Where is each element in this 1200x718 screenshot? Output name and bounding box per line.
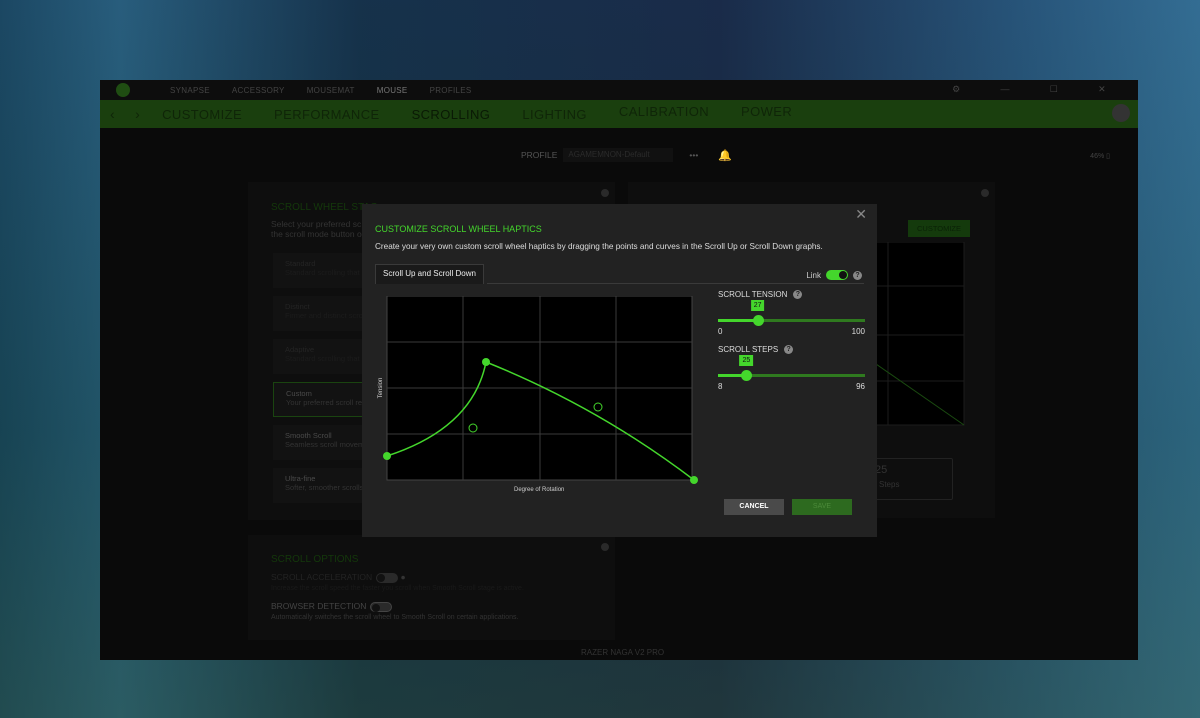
info-icon[interactable]: ● (400, 572, 406, 582)
mode-standard[interactable]: Standard Standard scrolling that a (273, 253, 373, 288)
tension-value: 27 (750, 300, 765, 311)
tab-power[interactable]: POWER (741, 103, 793, 119)
avatar[interactable] (1112, 104, 1130, 122)
dialog-description: Create your very own custom scroll wheel… (375, 242, 823, 251)
steps-max: 96 (856, 382, 865, 391)
nav-mouse[interactable]: MOUSE (376, 85, 408, 95)
close-icon[interactable]: ✕ (855, 206, 867, 222)
browser-detection-desc: Automatically switches the scroll wheel … (271, 614, 519, 621)
steps-summary: 25 l Steps (868, 458, 953, 500)
browser-detection-label: BROWSER DETECTION (271, 601, 393, 612)
haptics-graph: Tension Degree of Rotation (378, 296, 698, 493)
tab-customize[interactable]: CUSTOMIZE (162, 106, 243, 122)
scroll-options-title: SCROLL OPTIONS (271, 554, 359, 565)
scroll-acceleration-desc: Increase the scroll speed the faster you… (271, 585, 524, 592)
profile-select[interactable]: AGAMEMNON-Default (563, 148, 674, 162)
tab-performance[interactable]: PERFORMANCE (274, 106, 380, 122)
device-name: RAZER NAGA V2 PRO (581, 648, 665, 657)
mode-smooth-scroll[interactable]: Smooth Scroll Seamless scroll movem (273, 425, 373, 460)
x-axis-label: Degree of Rotation (514, 487, 564, 493)
curve-point[interactable] (690, 476, 698, 484)
control-handle[interactable] (468, 423, 478, 433)
nav-profiles[interactable]: PROFILES (429, 85, 472, 95)
curve-point[interactable] (482, 358, 490, 366)
steps-min: 8 (718, 382, 723, 391)
scroll-steps-slider[interactable]: SCROLL STEPS? 25 8 96 (718, 345, 865, 391)
dialog-title: CUSTOMIZE SCROLL WHEEL HAPTICS (375, 224, 542, 234)
top-nav: SYNAPSE ACCESSORY MOUSEMAT MOUSE PROFILE… (100, 80, 1138, 100)
link-label: Link (806, 270, 821, 280)
scroll-acceleration-toggle[interactable] (376, 572, 399, 583)
battery-status: 46% ▯ (1090, 152, 1110, 160)
steps-label: SCROLL STEPS (718, 345, 779, 354)
mode-distinct[interactable]: Distinct Firmer and distinct scro (273, 296, 373, 331)
y-axis-label: Tension (378, 378, 384, 399)
steps-value: 25 (739, 355, 754, 366)
steps-summary-value: 25 (875, 464, 888, 476)
maximize-icon[interactable]: ☐ (1049, 84, 1059, 94)
customize-button[interactable]: CUSTOMIZE (908, 220, 970, 237)
tab-bar: ‹ › CUSTOMIZE PERFORMANCE SCROLLING LIGHT… (100, 100, 1138, 128)
slider-thumb[interactable] (752, 315, 764, 326)
tab-scrolling[interactable]: SCROLLING (411, 106, 491, 122)
tab-calibration[interactable]: CALIBRATION (618, 103, 710, 119)
tension-label: SCROLL TENSION (718, 290, 788, 299)
close-window-icon[interactable]: ✕ (1098, 84, 1106, 94)
slider-thumb[interactable] (741, 370, 753, 381)
preview-graph (876, 242, 965, 426)
link-toggle[interactable] (826, 270, 848, 280)
help-icon[interactable]: ? (784, 345, 794, 354)
battery-icon: ▯ (1106, 153, 1110, 160)
help-icon[interactable]: ? (793, 290, 803, 299)
steps-summary-label: l Steps (875, 480, 900, 489)
help-icon[interactable]: ? (853, 270, 862, 280)
help-icon[interactable] (981, 189, 989, 197)
more-icon[interactable]: ••• (689, 150, 699, 160)
scroll-options-panel: SCROLL OPTIONS SCROLL ACCELERATION ● Inc… (248, 535, 615, 640)
razer-logo-icon (116, 83, 130, 97)
battery-percent: 46% (1090, 153, 1105, 160)
nav-mousemat[interactable]: MOUSEMAT (306, 85, 355, 95)
forward-icon[interactable]: › (135, 106, 141, 122)
stages-desc: Select your preferred sc the scroll mode … (271, 219, 362, 239)
nav-accessory[interactable]: ACCESSORY (231, 85, 285, 95)
scroll-acceleration-label: SCROLL ACCELERATION ● (271, 572, 406, 583)
mode-custom[interactable]: Custom Your preferred scroll res (273, 382, 373, 417)
mode-adaptive[interactable]: Adaptive Standard scrolling that a (273, 339, 373, 374)
profile-label: PROFILE (521, 150, 558, 160)
control-handle[interactable] (593, 402, 603, 412)
back-icon[interactable]: ‹ (110, 106, 116, 122)
save-button[interactable]: SAVE (792, 499, 852, 515)
curve-point[interactable] (383, 452, 391, 460)
link-control: Link? (806, 270, 862, 280)
tension-max: 100 (851, 327, 865, 336)
help-icon[interactable] (601, 543, 609, 551)
tab-lighting[interactable]: LIGHTING (522, 106, 587, 122)
haptics-curve (386, 360, 695, 481)
nav-synapse[interactable]: SYNAPSE (170, 85, 210, 95)
preview-curve (876, 363, 965, 426)
mode-ultra-fine[interactable]: Ultra-fine Softer, smoother scrolls (273, 468, 373, 503)
minimize-icon[interactable]: — (1000, 84, 1010, 94)
browser-detection-toggle[interactable] (370, 601, 393, 612)
settings-icon[interactable]: ⚙ (952, 84, 961, 94)
stages-title: SCROLL WHEEL STAG (271, 202, 378, 213)
tension-min: 0 (718, 327, 723, 336)
cancel-button[interactable]: CANCEL (724, 499, 784, 515)
profile-bar: PROFILE AGAMEMNON-Default ••• 🔔 (521, 148, 732, 162)
scroll-tension-slider[interactable]: SCROLL TENSION? 27 0 100 (718, 290, 865, 336)
divider (487, 283, 864, 284)
bell-icon[interactable]: 🔔 (718, 149, 733, 162)
help-icon[interactable] (601, 189, 609, 197)
customize-haptics-dialog: ✕ CUSTOMIZE SCROLL WHEEL HAPTICS Create … (362, 204, 877, 537)
tab-scroll-up-and-down[interactable]: Scroll Up and Scroll Down (375, 264, 484, 284)
